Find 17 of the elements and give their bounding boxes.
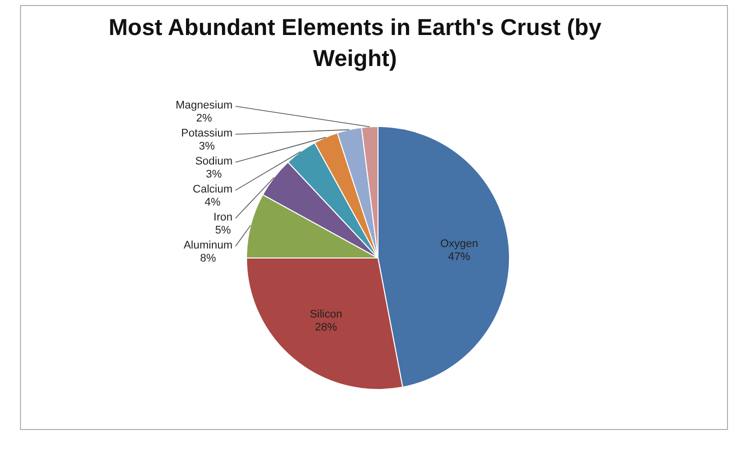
- data-label: 8%: [200, 252, 216, 264]
- data-label: 5%: [215, 224, 232, 236]
- data-label: 4%: [204, 196, 221, 208]
- data-label: 47%: [448, 250, 470, 263]
- chart-title: Most Abundant Elements in Earth's Crust (by Weight): [108, 13, 602, 73]
- data-label: 3%: [198, 140, 215, 152]
- slice-label: Oxygen: [440, 238, 478, 250]
- slice-label: Iron: [214, 211, 233, 224]
- slice-label: Silicon: [310, 308, 342, 320]
- data-label: 3%: [206, 168, 222, 180]
- data-label: 28%: [315, 321, 338, 334]
- slice-label: Magnesium: [176, 99, 232, 112]
- slice-label: Calcium: [192, 183, 232, 196]
- slice-label: Sodium: [195, 155, 232, 168]
- slice-label: Aluminum: [184, 239, 232, 252]
- data-label: 2%: [196, 112, 212, 124]
- slice-label: Potassium: [181, 127, 233, 140]
